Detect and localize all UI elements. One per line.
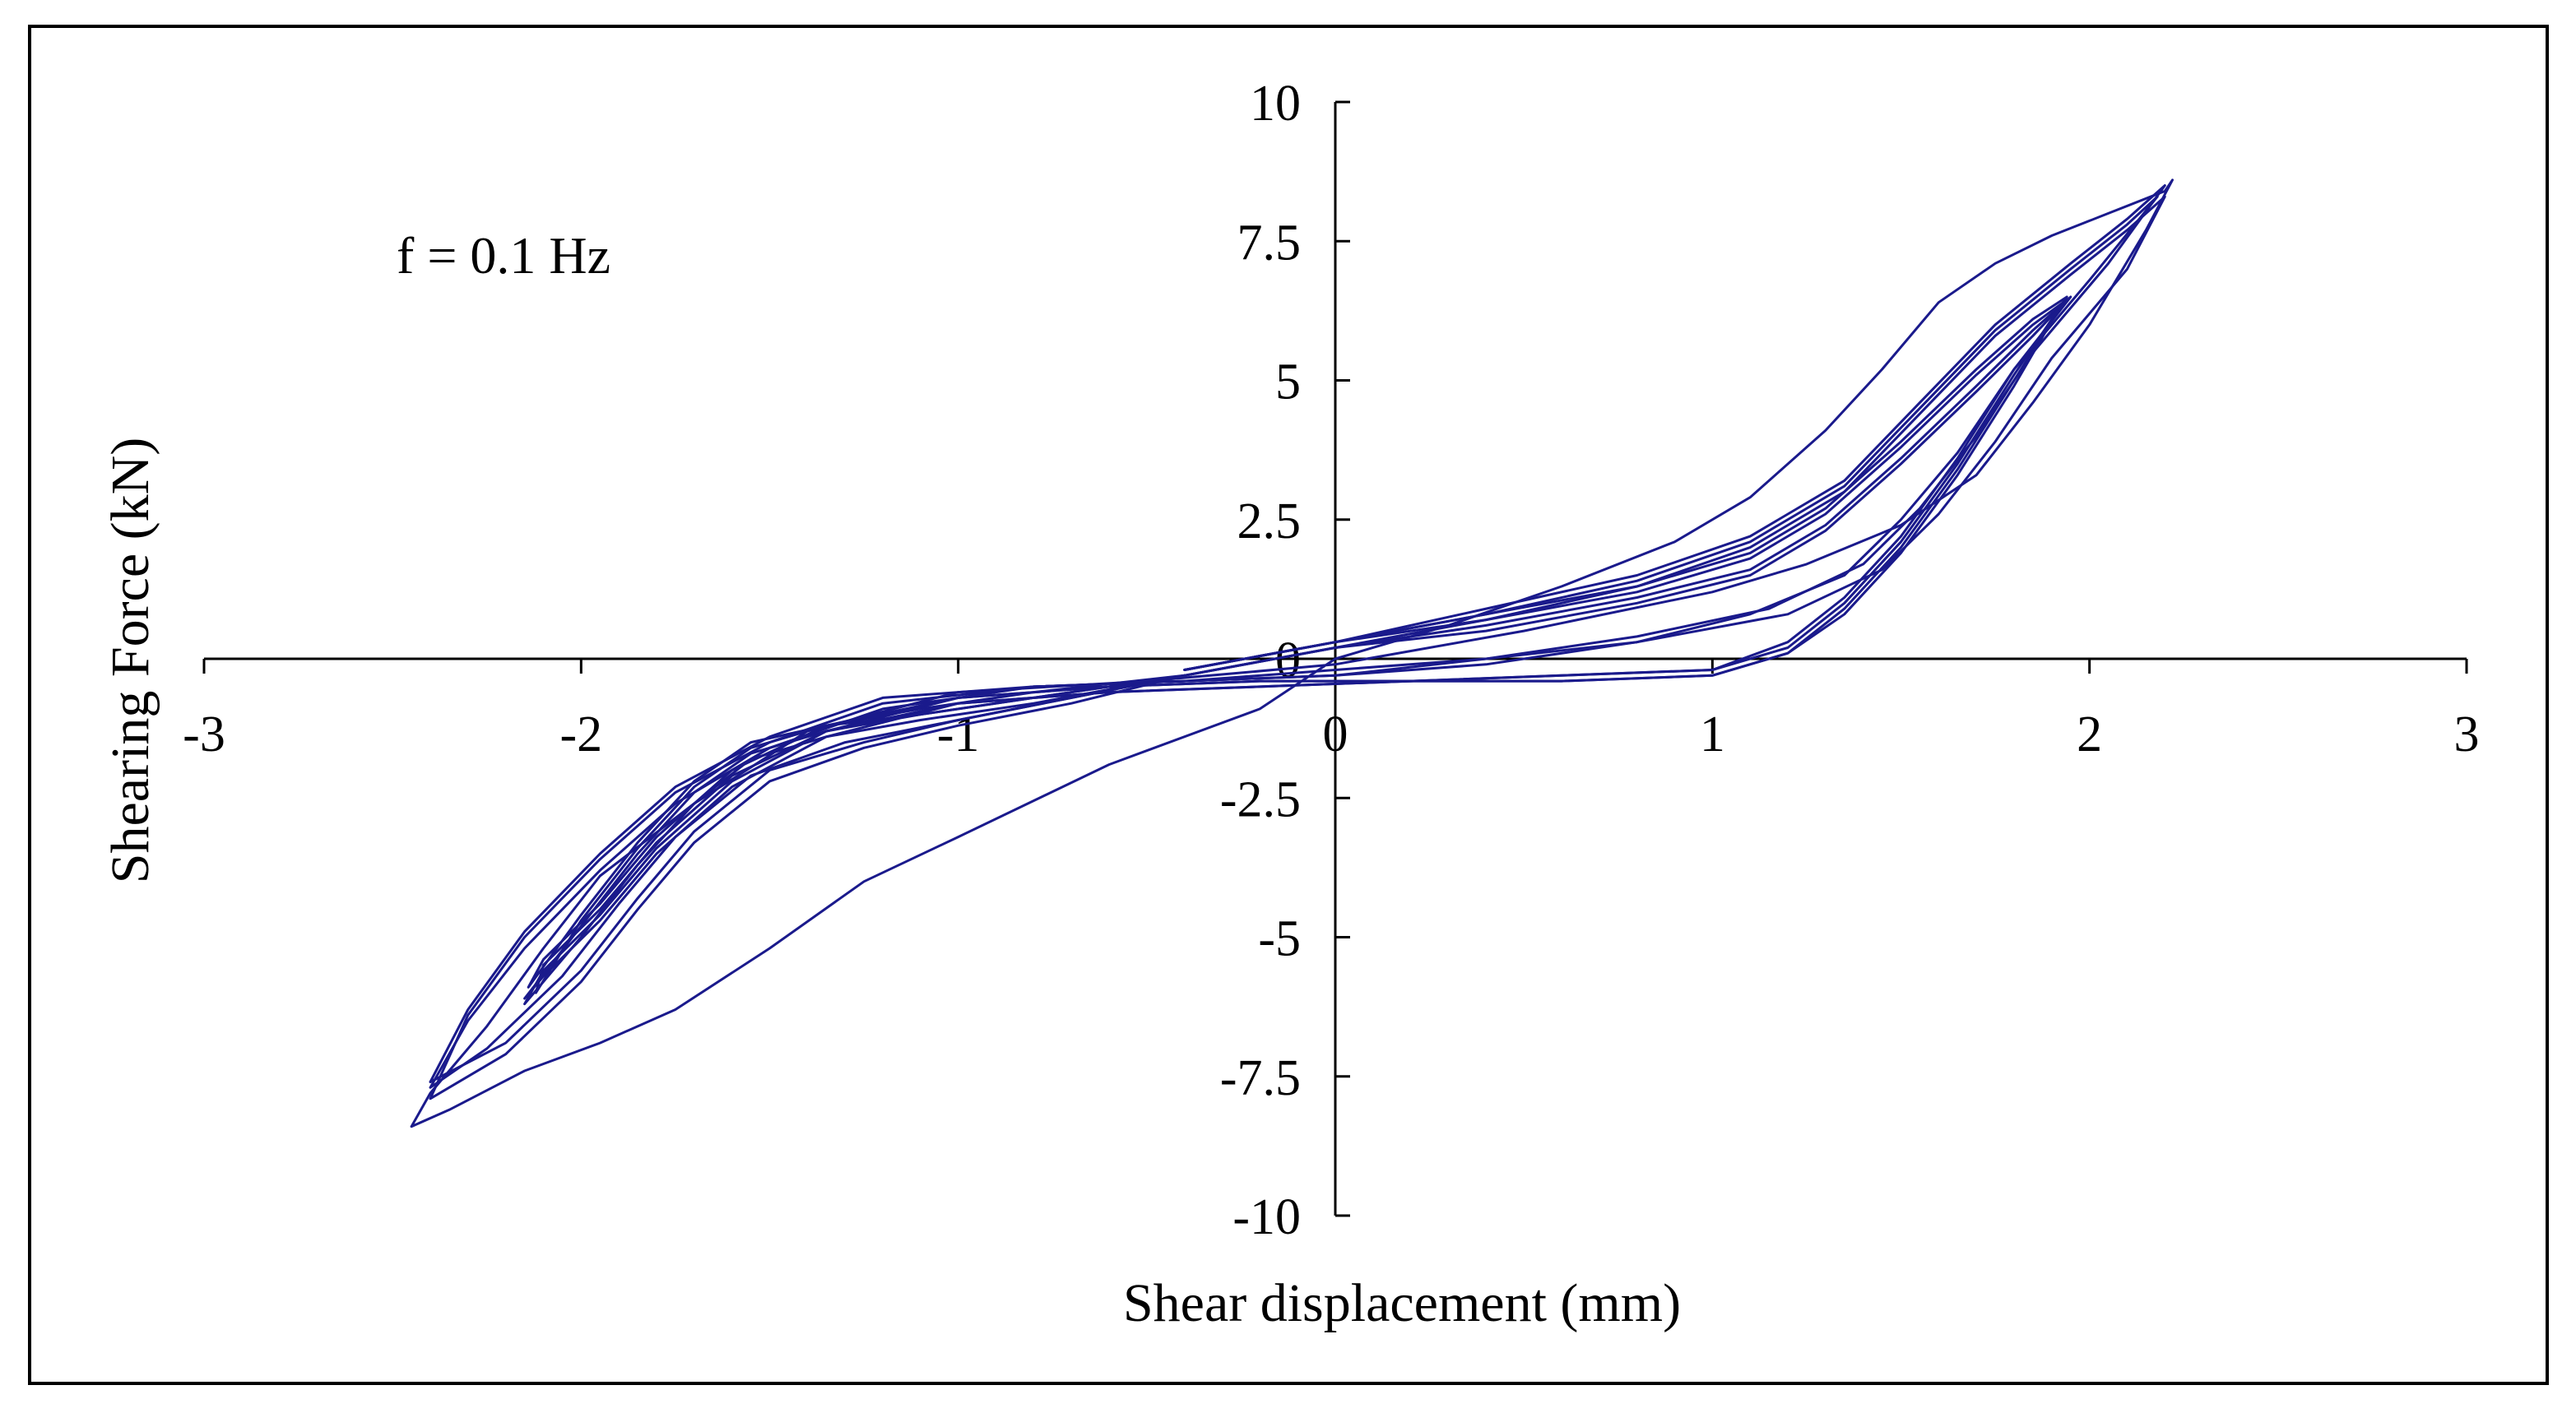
hysteresis-loop-series xyxy=(429,184,2166,1100)
x-tick-label: -2 xyxy=(560,706,603,762)
x-tick-label: 3 xyxy=(2454,706,2480,762)
x-tick-label: 2 xyxy=(2077,706,2102,762)
frequency-annotation: f = 0.1 Hz xyxy=(397,226,610,285)
y-tick-label: 0 xyxy=(1275,632,1301,688)
hysteresis-loop-series xyxy=(429,195,2166,1089)
hysteresis-loop-series xyxy=(527,295,2068,989)
x-axis-title: Shear displacement (mm) xyxy=(1123,1273,1681,1333)
hysteresis-loop-series xyxy=(410,178,2174,1128)
y-tick-label: -5 xyxy=(1258,911,1301,967)
x-tick-label: -3 xyxy=(183,706,225,762)
y-tick-label: -10 xyxy=(1232,1189,1301,1245)
x-tick-label: 1 xyxy=(1700,706,1725,762)
x-tick-label: 0 xyxy=(1323,706,1348,762)
chart-border xyxy=(28,25,2549,1385)
y-tick-label: 5 xyxy=(1275,354,1301,410)
y-tick-label: 10 xyxy=(1250,76,1301,132)
y-axis-title: Shearing Force (kN) xyxy=(100,438,160,884)
labels-layer: f = 0.1 Hz Shear displacement (mm) Shear… xyxy=(100,226,1681,1333)
y-tick-label: -2.5 xyxy=(1220,771,1301,827)
y-tick-label: 7.5 xyxy=(1237,215,1302,271)
y-tick-label: -7.5 xyxy=(1220,1050,1301,1106)
series-layer xyxy=(410,178,2174,1128)
hysteresis-loop-series xyxy=(429,195,2159,1083)
y-tick-label: 2.5 xyxy=(1237,493,1302,549)
